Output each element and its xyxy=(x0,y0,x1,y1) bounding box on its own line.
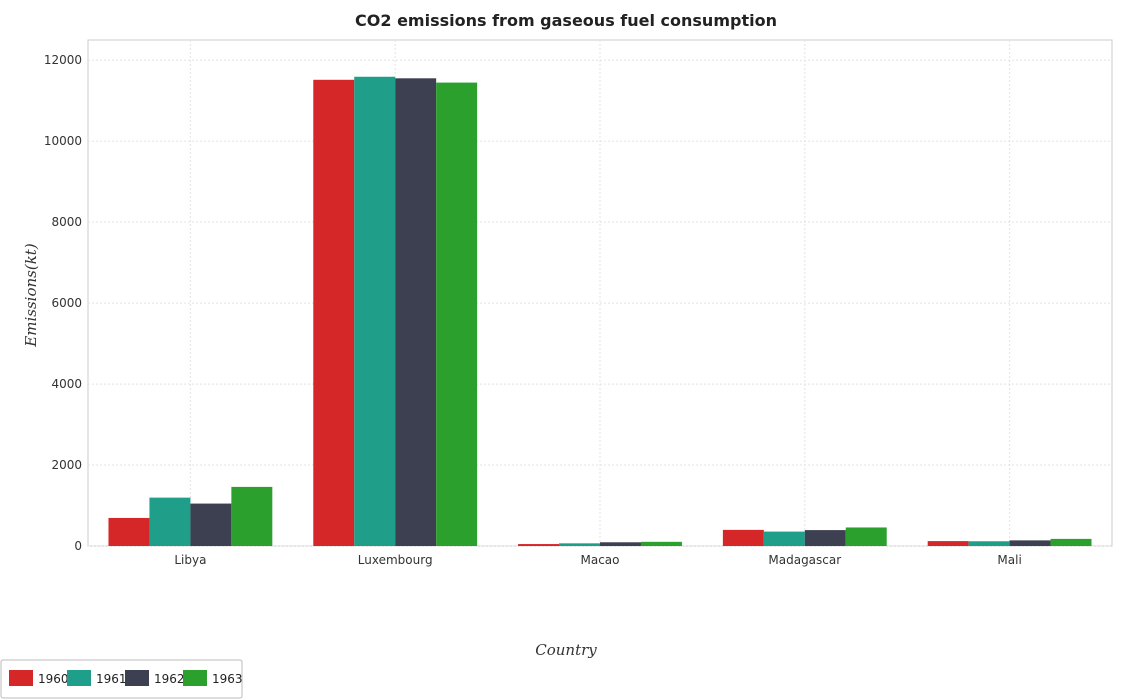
x-tick-label: Luxembourg xyxy=(358,553,433,567)
bar-1961-madagascar xyxy=(763,531,805,546)
legend-label: 1963 xyxy=(212,672,243,686)
bar-1960-macao xyxy=(518,544,560,546)
legend-box xyxy=(0,659,243,699)
y-tick-label: 12000 xyxy=(44,53,82,67)
bar-1961-luxembourg xyxy=(354,76,396,547)
bar-1962-libya xyxy=(190,503,232,546)
y-tick-label: 8000 xyxy=(51,215,82,229)
bar-1962-luxembourg xyxy=(395,78,437,547)
bar-1963-macao xyxy=(640,541,682,546)
y-axis-label: Emissions(kt) xyxy=(22,243,40,348)
bar-1963-libya xyxy=(231,486,273,546)
legend-label: 1961 xyxy=(96,672,127,686)
bar-1963-mali xyxy=(1050,538,1092,546)
chart-title: CO2 emissions from gaseous fuel consumpt… xyxy=(355,11,777,30)
x-axis-label: Country xyxy=(535,641,597,659)
legend-swatch xyxy=(125,670,149,686)
bar-1963-luxembourg xyxy=(436,82,478,546)
legend-label: 1960 xyxy=(38,672,69,686)
x-tick-label: Mali xyxy=(997,553,1021,567)
y-tick-label: 0 xyxy=(74,539,82,553)
legend-swatch xyxy=(67,670,91,686)
bar-1962-macao xyxy=(600,542,641,546)
bar-1962-madagascar xyxy=(804,530,846,546)
bar-1960-luxembourg xyxy=(313,79,355,546)
x-tick-label: Macao xyxy=(581,553,620,567)
bar-1963-madagascar xyxy=(845,527,887,546)
bar-1961-mali xyxy=(968,541,1010,546)
y-tick-label: 2000 xyxy=(51,458,82,472)
bar-1962-mali xyxy=(1009,540,1051,546)
bar-1961-libya xyxy=(149,497,191,546)
bar-1961-macao xyxy=(559,543,600,546)
legend-label: 1962 xyxy=(154,672,185,686)
plot-area: 0 2000 4000 6000 8000 10000 12000 Libya Luxembou… xyxy=(44,39,1113,567)
legend-swatch xyxy=(9,670,33,686)
x-tick-label: Libya xyxy=(174,553,206,567)
bar-1960-madagascar xyxy=(722,529,764,546)
y-tick-label: 10000 xyxy=(44,134,82,148)
bar-1960-libya xyxy=(108,517,150,546)
legend: 1960 1961 1962 1963 xyxy=(0,659,243,699)
bar-1960-mali xyxy=(927,541,969,546)
legend-swatch xyxy=(183,670,207,686)
y-tick-label: 4000 xyxy=(51,377,82,391)
y-tick-label: 6000 xyxy=(51,296,82,310)
x-tick-label: Madagascar xyxy=(768,553,841,567)
